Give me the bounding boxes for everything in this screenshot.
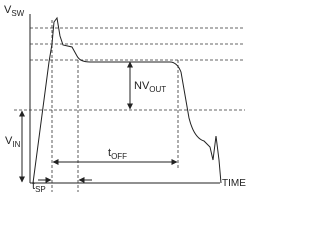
waveform-diagram: VSW NVOUT VIN tOFF tSP TIME [4, 4, 246, 194]
waveform [32, 16, 222, 184]
vin-label: VIN [5, 135, 21, 149]
vsw-label: VSW [4, 4, 25, 18]
nvout-label: NVOUT [134, 80, 166, 94]
toff-label: tOFF [108, 147, 127, 161]
tsp-label: tSP [32, 180, 46, 194]
time-label: TIME [222, 178, 246, 189]
